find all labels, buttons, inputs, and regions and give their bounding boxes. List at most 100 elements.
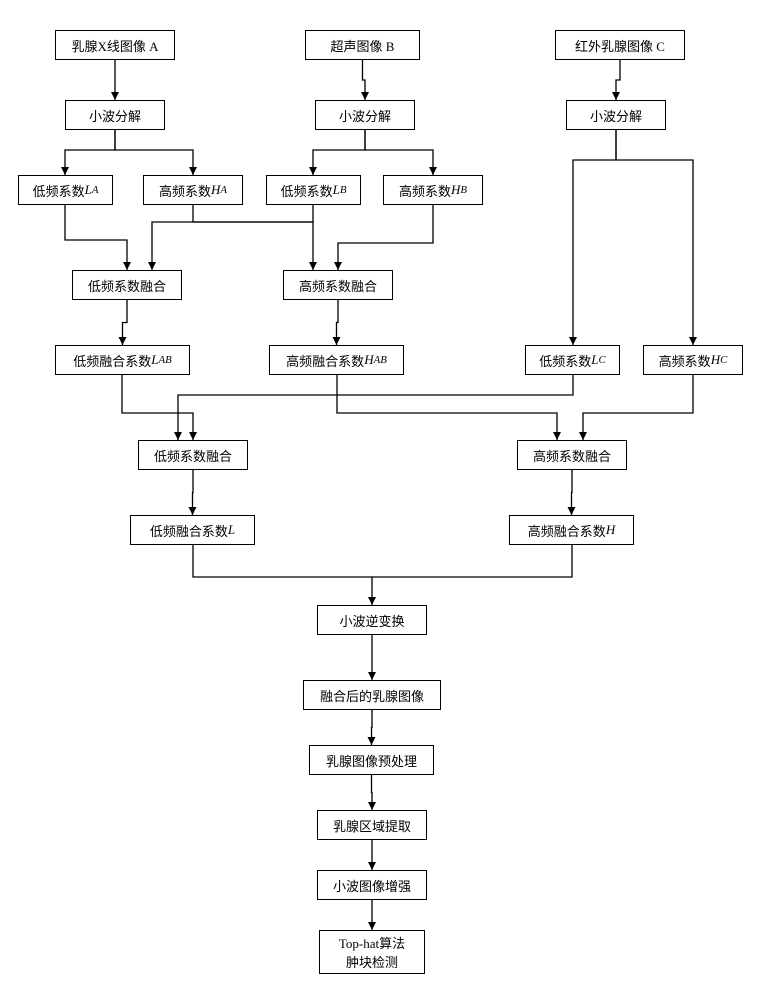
node-label: 低频系数融合 <box>154 446 232 465</box>
node-label-pre: 低频系数 <box>539 351 591 370</box>
arrow-head-icon <box>579 432 587 440</box>
node-hf1: 高频系数融合 <box>283 270 393 300</box>
node-top: Top-hat算法肿块检测 <box>319 930 425 974</box>
node-db: 小波分解 <box>315 100 415 130</box>
node-label: 乳腺图像预处理 <box>326 751 417 770</box>
arrow-head-icon <box>189 167 197 175</box>
node-sub: B <box>460 184 467 196</box>
node-var: L <box>151 352 158 368</box>
arrow-head-icon <box>61 167 69 175</box>
flow-line <box>178 375 573 440</box>
flow-line <box>313 130 365 175</box>
node-label: 小波分解 <box>339 106 391 125</box>
arrow-head-icon <box>111 92 119 100</box>
node-label: 小波分解 <box>590 106 642 125</box>
arrow-head-icon <box>368 672 376 680</box>
arrow-head-icon <box>689 337 697 345</box>
node-da: 小波分解 <box>65 100 165 130</box>
arrow-head-icon <box>569 337 577 345</box>
node-label: 小波逆变换 <box>339 611 404 630</box>
node-label-pre: 高频融合系数 <box>286 351 364 370</box>
flow-line <box>115 130 193 175</box>
arrow-head-icon <box>334 262 342 270</box>
arrow-head-icon <box>309 262 317 270</box>
node-label: 小波图像增强 <box>333 876 411 895</box>
arrow-head-icon <box>568 507 576 515</box>
flow-line <box>152 205 313 270</box>
node-label-pre: 低频系数 <box>281 181 333 200</box>
node-label: 乳腺X线图像 A <box>71 36 158 55</box>
node-label-pre: 高频融合系数 <box>528 521 606 540</box>
node-label-pre: 低频系数 <box>33 181 85 200</box>
flow-line <box>193 545 372 605</box>
arrow-head-icon <box>553 432 561 440</box>
node-var: H <box>451 182 460 198</box>
arrow-head-icon <box>123 262 131 270</box>
node-sub: A <box>220 184 227 196</box>
arrow-head-icon <box>429 167 437 175</box>
node-label-pre: 低频融合系数 <box>150 521 228 540</box>
arrow-head-icon <box>119 337 127 345</box>
node-var: L <box>333 182 340 198</box>
node-label: 高频系数融合 <box>299 276 377 295</box>
node-la: 低频系数LA <box>18 175 113 205</box>
node-label: 低频系数融合 <box>88 276 166 295</box>
arrow-head-icon <box>148 262 156 270</box>
node-h: 高频融合系数 H <box>509 515 634 545</box>
flow-line <box>573 130 616 345</box>
node-lb: 低频系数LB <box>266 175 361 205</box>
node-hf2: 高频系数融合 <box>517 440 627 470</box>
node-sub: C <box>720 354 727 366</box>
arrow-head-icon <box>189 432 197 440</box>
arrow-head-icon <box>612 92 620 100</box>
node-label: 超声图像 B <box>331 36 395 55</box>
node-hab: 高频融合系数 HAB <box>269 345 404 375</box>
node-sub: A <box>92 184 99 196</box>
node-sub: B <box>340 184 347 196</box>
arrow-head-icon <box>368 862 376 870</box>
node-var: H <box>711 352 720 368</box>
node-hc: 高频系数HC <box>643 345 743 375</box>
node-label-pre: 高频系数 <box>659 351 711 370</box>
arrow-head-icon <box>333 337 341 345</box>
node-l: 低频融合系数 L <box>130 515 255 545</box>
node-sub: AB <box>159 354 172 366</box>
arrow-head-icon <box>361 92 369 100</box>
node-label: 高频系数融合 <box>533 446 611 465</box>
node-label: 小波分解 <box>89 106 141 125</box>
node-lab: 低频融合系数 LAB <box>55 345 190 375</box>
node-label: Top-hat算法 <box>339 933 405 952</box>
node-hb: 高频系数HB <box>383 175 483 205</box>
node-sub: C <box>599 354 606 366</box>
flow-line <box>616 130 693 345</box>
node-pre: 乳腺图像预处理 <box>309 745 434 775</box>
flow-line <box>193 205 313 270</box>
node-sub: AB <box>374 354 387 366</box>
arrow-head-icon <box>368 802 376 810</box>
flow-line <box>372 545 572 577</box>
node-label-pre: 高频系数 <box>159 181 211 200</box>
node-enh: 小波图像增强 <box>317 870 427 900</box>
node-lc: 低频系数LC <box>525 345 620 375</box>
arrow-head-icon <box>368 597 376 605</box>
flow-line <box>365 130 433 175</box>
flow-line <box>122 375 193 440</box>
node-c: 红外乳腺图像 C <box>555 30 685 60</box>
node-var: H <box>606 522 615 538</box>
flow-line <box>337 375 557 440</box>
arrow-head-icon <box>309 167 317 175</box>
flow-line <box>65 205 127 270</box>
node-var: H <box>211 182 220 198</box>
node-var: L <box>228 522 235 538</box>
node-lf1: 低频系数融合 <box>72 270 182 300</box>
arrow-head-icon <box>368 737 376 745</box>
node-ha: 高频系数HA <box>143 175 243 205</box>
node-label-pre: 高频系数 <box>399 181 451 200</box>
arrow-head-icon <box>368 922 376 930</box>
node-label: 融合后的乳腺图像 <box>320 686 424 705</box>
flow-line <box>338 205 433 270</box>
node-var: L <box>85 182 92 198</box>
node-label: 乳腺区域提取 <box>333 816 411 835</box>
flow-line <box>583 375 693 440</box>
node-label2: 肿块检测 <box>346 952 398 971</box>
